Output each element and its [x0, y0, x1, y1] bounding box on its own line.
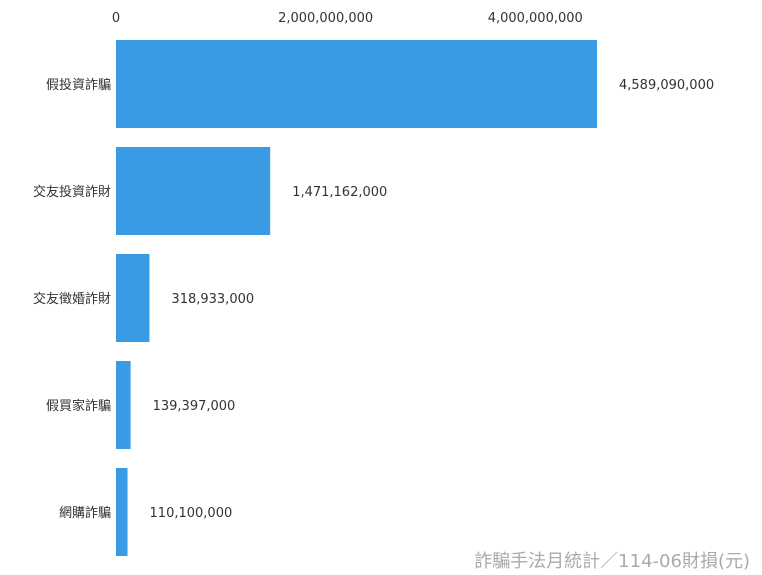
value-label: 110,100,000	[150, 506, 233, 521]
category-label: 網購詐騙	[59, 505, 111, 521]
category-label: 假投資詐騙	[46, 77, 111, 93]
value-label: 139,397,000	[153, 399, 236, 414]
category-label: 交友徵婚詐財	[33, 291, 111, 307]
bar	[116, 361, 131, 449]
x-tick-label: 0	[112, 11, 120, 26]
category-label: 假買家詐騙	[46, 398, 111, 414]
value-label: 1,471,162,000	[292, 185, 387, 200]
value-label: 318,933,000	[171, 292, 254, 307]
bars	[116, 40, 597, 556]
value-label: 4,589,090,000	[619, 78, 714, 93]
bar	[116, 468, 128, 556]
bar	[116, 254, 150, 342]
chart-caption: 詐騙手法月統計／114-06財損(元)	[474, 551, 750, 572]
value-labels: 4,589,090,000 1,471,162,000 318,933,000 139…	[150, 78, 715, 521]
x-tick-label: 4,000,000,000	[488, 11, 583, 26]
x-tick-label: 2,000,000,000	[278, 11, 373, 26]
bar	[116, 147, 271, 235]
bar	[116, 40, 597, 128]
category-label: 交友投資詐財	[33, 184, 111, 200]
x-axis-ticks: 0 2,000,000,000 4,000,000,000	[112, 11, 583, 26]
